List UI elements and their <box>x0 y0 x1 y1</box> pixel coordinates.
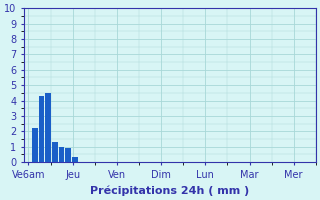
Bar <box>45 93 51 162</box>
Bar <box>39 96 44 162</box>
Bar <box>32 128 38 162</box>
Bar <box>59 147 64 162</box>
X-axis label: Précipitations 24h ( mm ): Précipitations 24h ( mm ) <box>90 185 250 196</box>
Bar <box>65 148 71 162</box>
Bar <box>52 142 58 162</box>
Bar <box>72 157 77 162</box>
